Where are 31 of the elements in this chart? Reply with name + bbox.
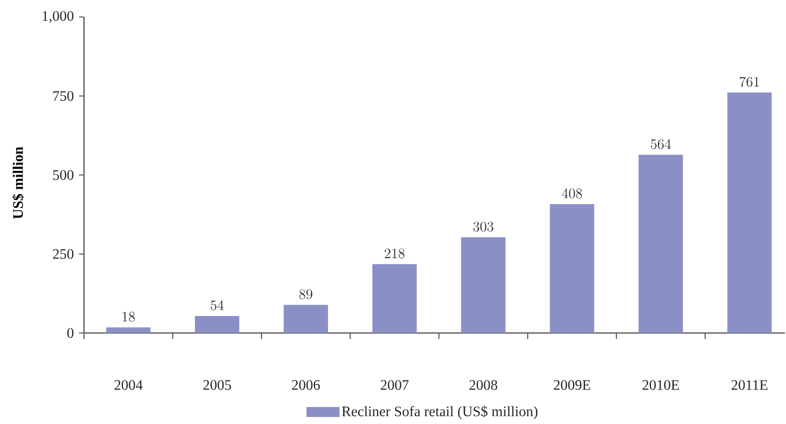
bar — [638, 154, 683, 333]
data-label: 761 — [740, 76, 759, 87]
bar — [194, 316, 240, 333]
y-tick-label: 750 — [53, 91, 74, 101]
bar — [461, 237, 506, 333]
bar — [727, 92, 772, 333]
y-axis-title: US$ million — [12, 146, 24, 219]
data-label: 564 — [650, 139, 671, 150]
x-tick-label: 2006 — [292, 380, 320, 390]
data-label: 218 — [384, 248, 404, 258]
data-label: 408 — [562, 188, 582, 198]
data-label: 54 — [210, 300, 224, 310]
y-tick-label: 0 — [67, 328, 74, 338]
bar — [372, 264, 417, 333]
data-label: 89 — [299, 289, 312, 300]
x-tick-label: 2005 — [203, 380, 231, 390]
y-tick-label: 1,000 — [42, 11, 74, 23]
bar — [106, 327, 151, 333]
bar — [284, 304, 328, 333]
x-tick-label: 2008 — [470, 380, 498, 390]
legend-label: Recliner Sofa retail (US$ million) — [342, 406, 538, 420]
y-tick-label: 500 — [53, 170, 74, 180]
data-label: 303 — [473, 222, 494, 232]
y-tick-label: 250 — [52, 249, 74, 259]
x-tick-label: 2011E — [732, 380, 768, 390]
x-tick-label: 2004 — [114, 380, 143, 390]
data-label: 18 — [122, 312, 135, 322]
bar — [550, 204, 594, 333]
x-tick-label: 2007 — [380, 380, 409, 390]
x-tick-label: 2010E — [642, 380, 679, 390]
x-tick-label: 2009E — [554, 380, 590, 390]
